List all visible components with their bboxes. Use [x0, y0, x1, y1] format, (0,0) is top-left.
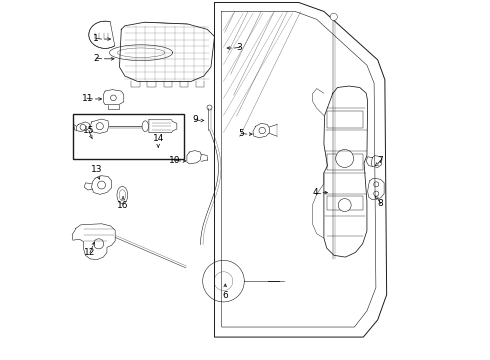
Circle shape	[207, 105, 212, 110]
Text: 10: 10	[170, 156, 181, 165]
Circle shape	[96, 123, 103, 130]
Text: 5: 5	[239, 129, 245, 138]
Circle shape	[338, 199, 351, 212]
Text: 9: 9	[192, 115, 197, 124]
Text: 14: 14	[152, 134, 164, 143]
Text: 13: 13	[91, 166, 102, 175]
Bar	[327, 196, 363, 211]
Text: 12: 12	[84, 248, 96, 257]
Circle shape	[374, 182, 379, 187]
Polygon shape	[89, 21, 115, 48]
Ellipse shape	[117, 186, 128, 204]
Circle shape	[330, 13, 337, 21]
Text: 4: 4	[312, 188, 318, 197]
Circle shape	[259, 127, 266, 134]
Circle shape	[94, 239, 104, 249]
Text: 11: 11	[81, 94, 93, 103]
Bar	[327, 111, 363, 128]
Text: 15: 15	[83, 126, 95, 135]
Text: 8: 8	[378, 199, 384, 208]
Text: 7: 7	[378, 156, 384, 165]
Bar	[73, 114, 184, 159]
Text: 3: 3	[237, 43, 243, 52]
Circle shape	[111, 95, 116, 101]
Ellipse shape	[142, 121, 148, 132]
Circle shape	[336, 149, 354, 167]
Text: 1: 1	[93, 34, 99, 43]
Circle shape	[98, 181, 105, 189]
Bar	[327, 154, 363, 170]
Circle shape	[80, 125, 86, 130]
Text: 6: 6	[222, 291, 228, 300]
Text: 2: 2	[94, 54, 99, 63]
Ellipse shape	[119, 190, 125, 201]
Circle shape	[374, 191, 379, 196]
Text: 16: 16	[117, 201, 129, 210]
